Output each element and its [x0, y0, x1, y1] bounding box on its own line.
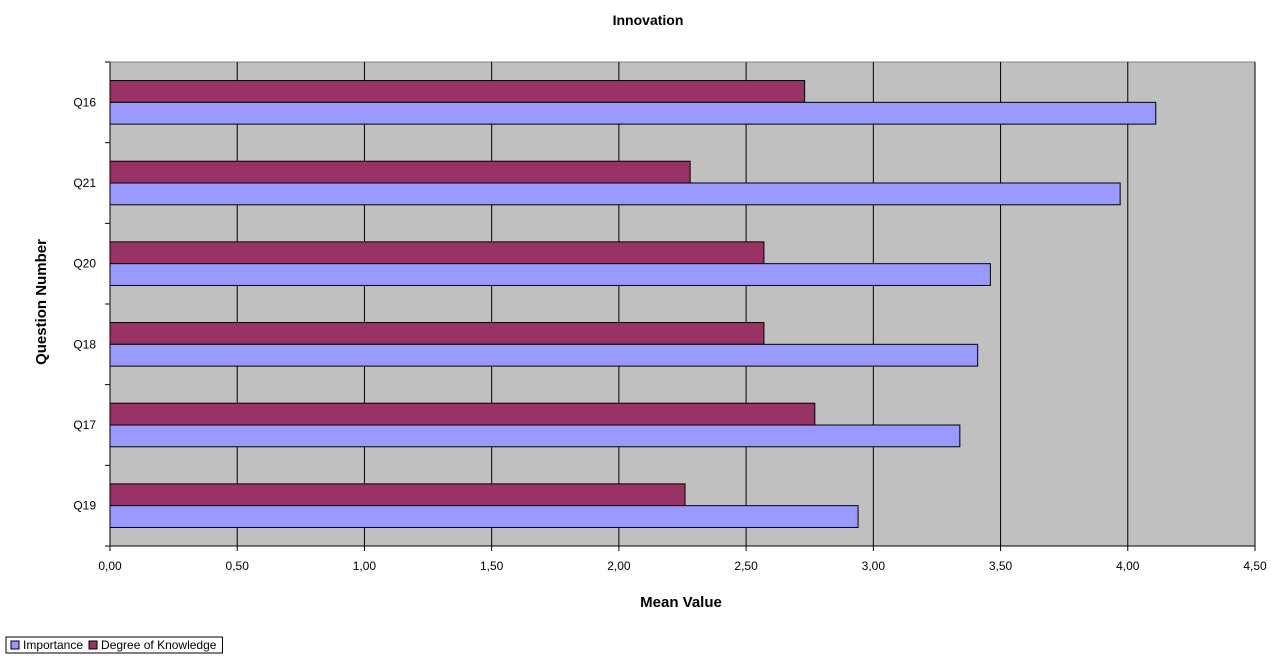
grid-lines	[236, 62, 1256, 546]
y-tick-label: Q20	[73, 257, 96, 271]
plot-background	[109, 61, 1256, 547]
x-tick-label: 0,50	[226, 559, 250, 573]
y-tick-label: Q18	[73, 337, 96, 351]
bar-q18-degree-of-knowledge	[109, 322, 765, 345]
x-tick-label: 3,00	[862, 559, 886, 573]
y-tick-label: Q21	[73, 176, 96, 190]
bar-q21-importance	[109, 182, 1121, 206]
bar-q20-degree-of-knowledge	[109, 241, 765, 265]
x-tick-label: 4,00	[1116, 559, 1140, 573]
legend-label-importance: Importance	[23, 638, 83, 652]
legend-swatch-importance	[10, 640, 20, 650]
bar-q19-degree-of-knowledge	[109, 483, 686, 507]
x-tick-label: 1,50	[480, 559, 504, 573]
bar-q17-degree-of-knowledge	[109, 402, 816, 426]
x-tick-label: 1,00	[353, 559, 377, 573]
bar-q16-importance	[109, 101, 1157, 125]
bar-q16-degree-of-knowledge	[109, 80, 806, 103]
x-tick-label: 2,50	[734, 559, 758, 573]
bar-q19-importance	[109, 505, 859, 528]
x-tick-label: 0,00	[98, 559, 122, 573]
legend: Importance Degree of Knowledge	[5, 636, 223, 654]
bar-q21-degree-of-knowledge	[109, 160, 691, 184]
x-axis-title: Mean Value	[640, 594, 722, 611]
bar-q18-importance	[109, 343, 979, 367]
tick-labels: 0,00 0,50 1,00 1,50 2,00 2,50 3,00 3,50 4,00 4,50…	[73, 95, 1267, 573]
legend-label-degree-of-knowledge: Degree of Knowledge	[101, 638, 217, 652]
y-tick-label: Q19	[73, 499, 96, 513]
y-tick-label: Q16	[73, 95, 96, 109]
y-tick-label: Q17	[73, 418, 96, 432]
axes	[105, 61, 1256, 551]
x-tick-label: 4,50	[1243, 559, 1267, 573]
plot-area	[109, 61, 1256, 547]
bar-q20-importance	[109, 263, 991, 286]
chart-title: Innovation	[613, 12, 684, 28]
legend-swatch-degree-of-knowledge	[88, 640, 98, 650]
y-axis-title: Question Number	[33, 239, 50, 365]
legend-box	[5, 636, 223, 654]
bar-q17-importance	[109, 424, 961, 448]
x-tick-label: 2,00	[607, 559, 631, 573]
x-tick-label: 3,50	[989, 559, 1013, 573]
